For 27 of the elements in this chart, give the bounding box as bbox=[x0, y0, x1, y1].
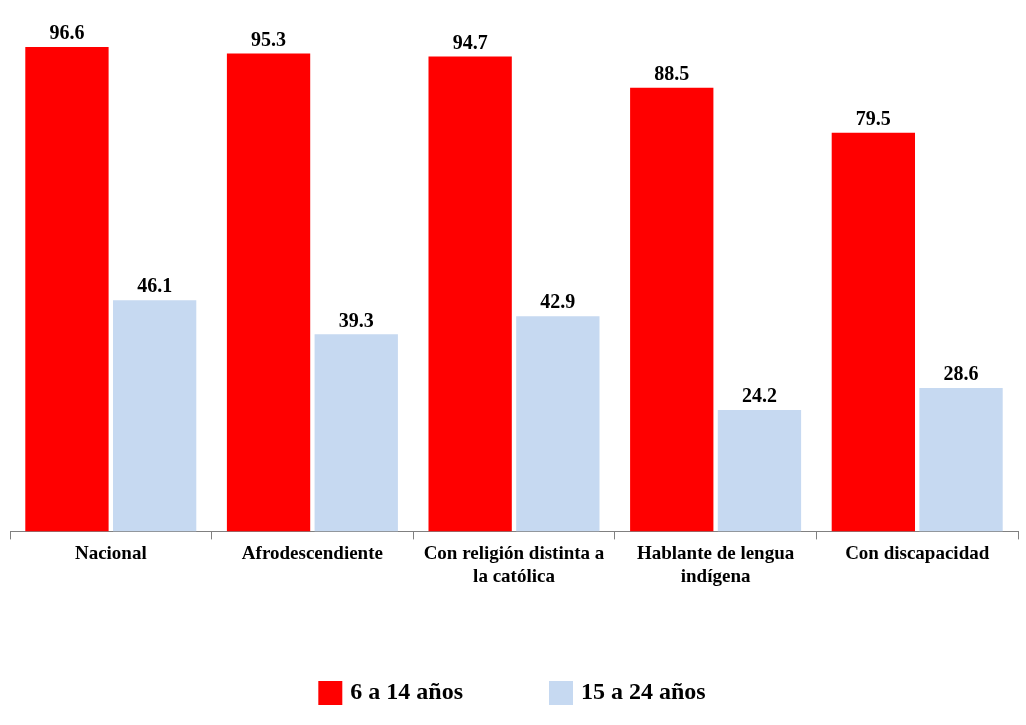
bar bbox=[314, 334, 398, 532]
bar bbox=[717, 410, 802, 532]
bar bbox=[112, 300, 197, 532]
bar bbox=[831, 132, 916, 532]
data-label: 42.9 bbox=[540, 290, 576, 313]
data-label: 88.5 bbox=[654, 61, 690, 84]
legend-label: 15 a 24 años bbox=[581, 678, 706, 705]
data-label: 95.3 bbox=[251, 27, 287, 50]
bar bbox=[919, 388, 1003, 532]
bar bbox=[428, 56, 512, 532]
data-label: 24.2 bbox=[741, 384, 777, 407]
bar bbox=[226, 53, 311, 532]
data-label: 28.6 bbox=[943, 362, 979, 385]
bar bbox=[516, 316, 600, 532]
legend-label: 6 a 14 años bbox=[350, 678, 463, 705]
data-label: 96.6 bbox=[49, 21, 85, 44]
data-label: 46.1 bbox=[137, 274, 173, 297]
data-label: 79.5 bbox=[855, 106, 891, 129]
x-tick-label: Con religión distinta a la católica bbox=[423, 541, 605, 586]
data-label: 39.3 bbox=[338, 308, 374, 331]
x-tick-label: Con discapacidad bbox=[845, 541, 990, 563]
x-tick-label: Nacional bbox=[74, 541, 147, 563]
x-tick-label: Afrodescendiente bbox=[241, 541, 383, 563]
data-label: 94.7 bbox=[452, 30, 488, 53]
x-tick-label: Hablante de lengua indígena bbox=[636, 541, 795, 586]
bar bbox=[630, 87, 714, 532]
bar bbox=[25, 47, 109, 532]
